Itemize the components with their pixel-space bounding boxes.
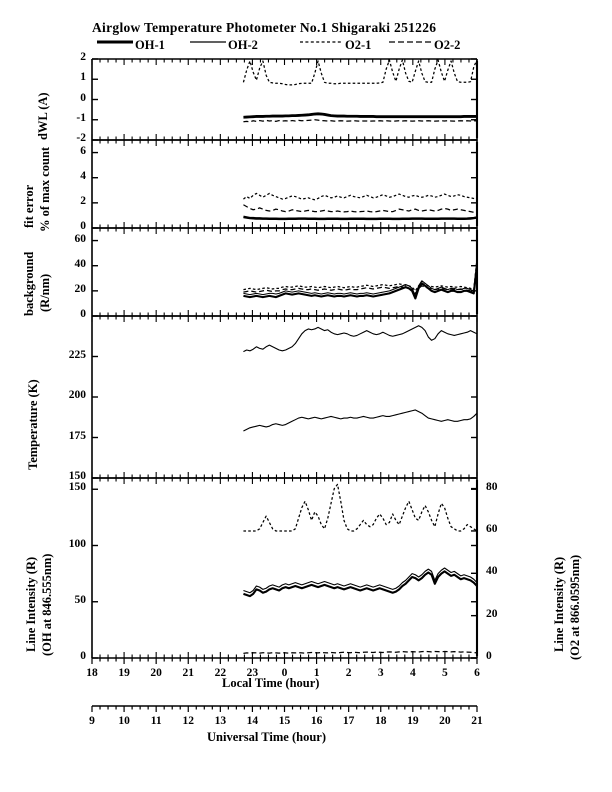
axis-tick-label: 150 [68, 481, 86, 494]
axis-tick-label: 13 [214, 715, 227, 727]
axis-tick-label: 12 [182, 715, 195, 727]
axis-tick-label: 19 [407, 715, 419, 727]
axis-title: (OH at 846.555nm) [40, 553, 54, 656]
axis-tick-label: 225 [68, 348, 86, 361]
axis-tick-label: 18 [86, 667, 98, 679]
data-series-o2-1 [242, 59, 478, 86]
axis-title: % of max count [38, 146, 52, 232]
axis-tick-label: 0 [80, 220, 86, 232]
data-series-oh-1 [243, 265, 479, 300]
axis-tick-label: 20 [486, 607, 498, 620]
axis-tick-label: 50 [74, 593, 87, 606]
axis-tick-label: 19 [118, 667, 130, 679]
axis-tick-label: 2 [345, 667, 352, 679]
axis-tick-label: 1 [313, 667, 320, 679]
axis-title: Line Intensity (R) [552, 556, 566, 652]
axis-tick-label: 15 [278, 715, 291, 727]
axis-title: (O2 at 866.0595nm) [568, 554, 582, 660]
legend-label-o22: O2-2 [434, 38, 461, 52]
axis-tick-label: 1 [80, 71, 86, 84]
axis-tick-label: 11 [150, 715, 162, 727]
axis-tick-label: 14 [246, 715, 259, 727]
legend-label-oh2: OH-2 [228, 38, 258, 52]
axis-tick-label: 60 [74, 232, 87, 245]
data-series-oh-2 [243, 217, 478, 221]
legend-label-o21: O2-1 [345, 38, 372, 52]
data-series-oh-1 [243, 570, 478, 598]
axis-title: (R/nm) [38, 273, 52, 312]
data-series-oh-2 [243, 567, 478, 594]
axis-tick-label: 16 [310, 715, 323, 727]
figure-title: Airglow Temperature Photometer No.1 Shig… [92, 20, 437, 35]
data-series-oh-1 [243, 325, 478, 353]
axis-tick-label: 20 [150, 667, 162, 679]
axis-tick-label: 4 [80, 169, 86, 182]
data-series-o2-2 [243, 119, 478, 123]
axis-tick-label: 6 [474, 667, 480, 679]
xaxis-local-time-label: Local Time (hour) [222, 676, 320, 690]
axis-tick-label: 20 [74, 282, 87, 295]
axis-tick-label: 0 [486, 650, 492, 662]
data-series-o2-1 [243, 483, 478, 532]
axis-tick-label: 20 [439, 715, 451, 727]
axis-tick-label: 100 [68, 537, 86, 550]
axis-tick-label: 6 [80, 144, 86, 157]
data-series-o2-2 [243, 263, 478, 294]
axis-title: dWL (A) [36, 92, 50, 140]
axis-title: background [22, 251, 36, 316]
axis-tick-label: 150 [68, 470, 86, 482]
data-series-o2-2 [243, 650, 478, 654]
axis-tick-label: 0 [281, 667, 288, 679]
axis-tick-label: 4 [409, 667, 416, 679]
axis-tick-label: 21 [182, 667, 195, 679]
axis-tick-label: -2 [76, 132, 86, 144]
data-series-o2-1 [243, 409, 478, 432]
axis-tick-label: 200 [68, 389, 86, 401]
axis-title: fit error [22, 184, 36, 228]
axis-tick-label: 22 [214, 667, 227, 679]
axis-tick-label: 21 [471, 715, 483, 727]
axis-tick-label: 23 [246, 667, 259, 679]
data-series-o2-2 [243, 204, 478, 214]
data-series-o2-1 [243, 192, 478, 201]
axis-tick-label: 40 [486, 565, 498, 578]
axis-tick-label: 0 [80, 91, 86, 104]
data-series-oh-1 [243, 112, 477, 118]
axis-tick-label: 0 [80, 650, 86, 662]
axis-tick-label: 9 [89, 715, 95, 727]
axis-tick-label: 3 [377, 667, 384, 679]
axis-tick-label: 0 [80, 308, 86, 320]
data-series-oh-1 [243, 215, 478, 220]
axis-tick-label: 80 [486, 480, 498, 493]
axis-tick-label: 5 [442, 667, 448, 679]
axis-tick-label: 60 [486, 522, 498, 535]
xaxis-universal-time-label: Universal Time (hour) [207, 730, 326, 744]
axis-tick-label: 175 [68, 429, 86, 442]
axis-title: Temperature (K) [26, 379, 40, 470]
data-series-oh-2 [243, 114, 477, 119]
axis-tick-label: 18 [375, 715, 387, 727]
axis-tick-label: 2 [80, 194, 86, 207]
axis-tick-label: 40 [74, 257, 87, 270]
axis-tick-label: 10 [118, 715, 130, 727]
axis-title: Line Intensity (R) [24, 556, 38, 652]
axis-tick-label: 17 [342, 715, 355, 727]
legend-label-oh1: OH-1 [135, 38, 165, 52]
data-series-o2-1 [243, 258, 478, 292]
axis-tick-label: 2 [80, 51, 86, 63]
axis-tick-label: -1 [76, 111, 86, 124]
